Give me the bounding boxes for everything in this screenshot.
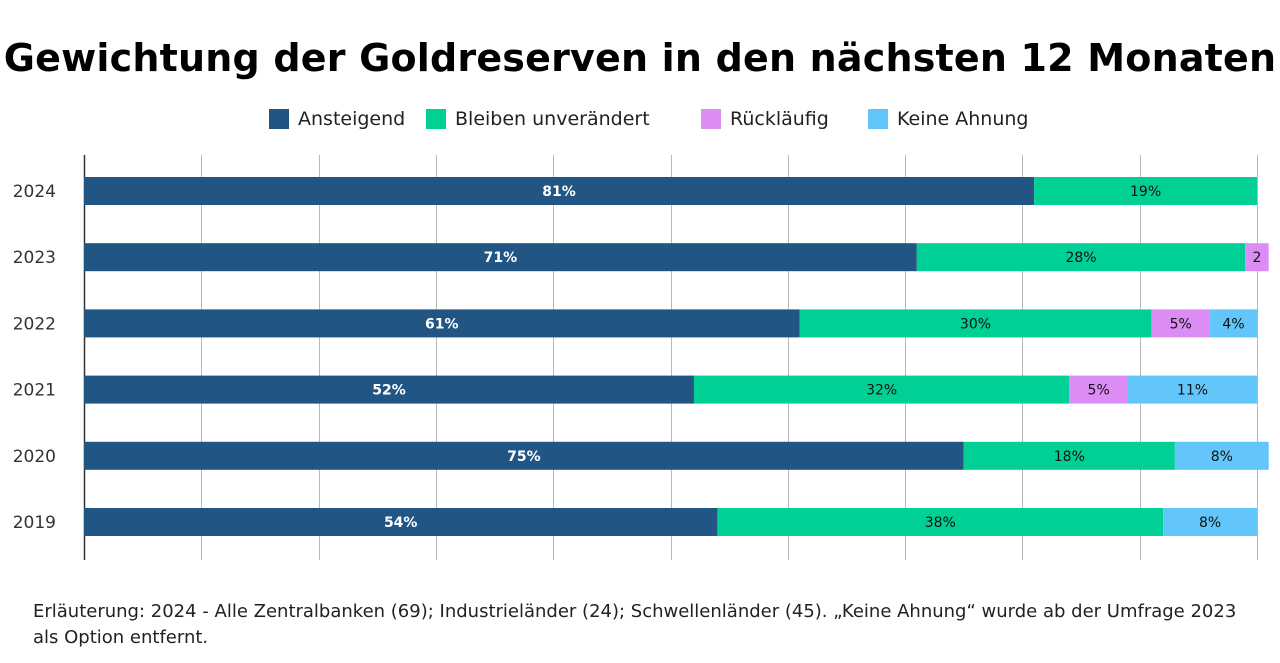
bar-segment [1245,243,1269,272]
y-axis-labels: 2024 2023 2022 2021 2020 2019 [13,182,56,533]
bar-segment [1127,375,1257,404]
bar-segment [916,243,1246,272]
data-label: 75% [507,449,541,465]
bar-segment [84,309,800,338]
legend-swatch-ruecklaeufig [701,109,721,129]
legend-swatch-bleiben-unveraendert [426,109,446,129]
bar-segment [84,243,917,272]
y-tick-label: 2023 [13,248,56,268]
data-label: 5% [1170,316,1192,332]
chart-title: Gewichtung der Goldreserven in den nächs… [3,36,1277,80]
bar-segment [84,177,1035,205]
data-label: 2 [1253,250,1262,266]
y-tick-label: 2022 [13,314,56,334]
bar-segment [963,441,1175,470]
bar-segment [1151,309,1211,338]
data-label: 32% [866,383,897,399]
data-label: 28% [1065,250,1096,266]
bar-segment [1210,309,1257,338]
bar-segment [84,441,964,470]
chart-legend: Ansteigend Bleiben unverändert Rückläufi… [0,106,1280,132]
data-label: 8% [1199,515,1221,531]
bar-segment [799,309,1152,338]
legend-label-ruecklaeufig: Rückläufig [730,108,829,130]
y-tick-label: 2020 [13,447,56,467]
data-label: 61% [425,316,459,332]
footnote: Erläuterung: 2024 - Alle Zentralbanken (… [33,601,1237,648]
legend-swatch-keine-ahnung [868,109,888,129]
data-label: 4% [1222,316,1244,332]
data-label: 81% [542,184,576,200]
legend-label-bleiben-unveraendert: Bleiben unverändert [455,108,650,130]
data-label: 19% [1130,184,1161,200]
data-label: 18% [1054,449,1085,465]
bar-segment [1034,177,1257,205]
data-label: 5% [1088,383,1110,399]
data-label: 38% [925,515,956,531]
bar-segment [693,375,1070,404]
bar-segment [84,508,718,536]
bar-segment [717,508,1164,536]
data-label: 52% [372,383,406,399]
y-tick-label: 2021 [13,381,56,401]
bar-segment [1174,441,1269,470]
stacked-bar-chart: 81% 19% 71% 28% 2 61% 30% 5% 4% 52% 32% 5% 11% 75% 18%… [13,155,1269,560]
y-tick-label: 2019 [13,513,56,533]
bar-segment [1069,375,1128,404]
data-label: 8% [1211,449,1233,465]
bar-segment [84,375,694,404]
legend-swatch-ansteigend [269,109,289,129]
y-tick-label: 2024 [13,182,56,202]
data-label: 54% [384,515,418,531]
bar-segment [1163,508,1257,536]
data-label: 11% [1177,383,1208,399]
data-label: 30% [960,316,991,332]
chart-grid [83,155,1258,560]
chart-bars: 81% 19% 71% 28% 2 61% 30% 5% 4% 52% 32% 5% 11% 75% 18%… [84,177,1269,536]
legend-label-ansteigend: Ansteigend [298,108,406,130]
data-label: 71% [484,250,518,266]
legend-label-keine-ahnung: Keine Ahnung [897,108,1029,130]
